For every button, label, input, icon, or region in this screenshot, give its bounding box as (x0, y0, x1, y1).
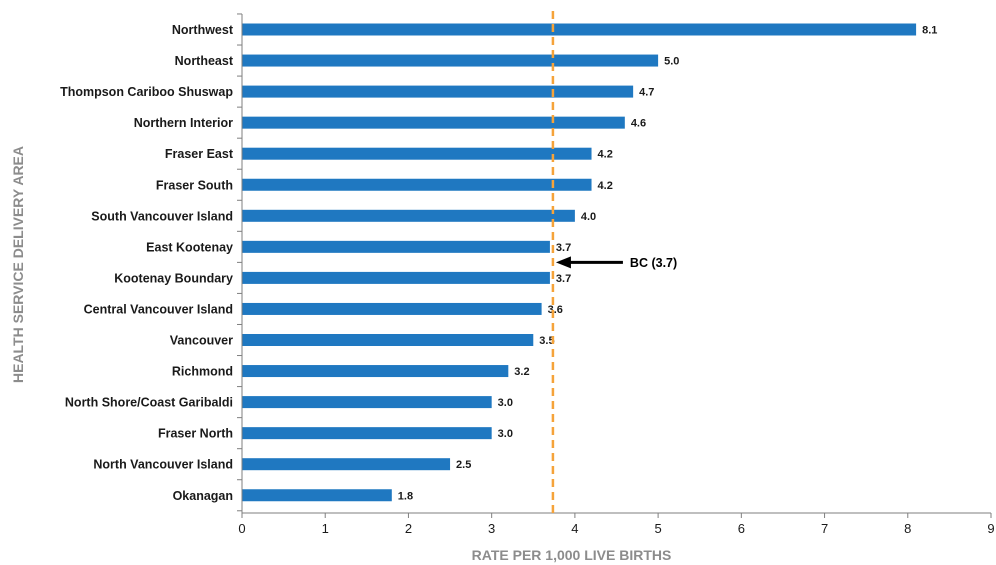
x-tick-label: 2 (405, 521, 412, 536)
value-label: 3.0 (498, 397, 513, 409)
category-labels: Northwest Northeast Thompson Cariboo Shusw… (60, 23, 234, 503)
value-label: 8.1 (922, 25, 937, 37)
category-label: Northern Interior (134, 116, 233, 130)
reference-label: BC (3.7) (630, 256, 677, 270)
value-label: 3.6 (548, 304, 563, 316)
x-tick-label: 1 (322, 521, 329, 536)
bars-group (242, 23, 917, 502)
category-label: Fraser South (156, 178, 233, 192)
bar (242, 458, 451, 471)
bar (242, 209, 575, 222)
value-label: 5.0 (664, 56, 679, 68)
category-label: Fraser East (165, 147, 234, 161)
bar (242, 489, 392, 502)
value-label: 3.0 (498, 428, 513, 440)
value-label: 3.7 (556, 273, 571, 285)
value-label: 4.2 (598, 180, 613, 192)
bar (242, 271, 550, 284)
category-label: Northeast (175, 54, 234, 68)
value-label: 4.2 (598, 149, 613, 161)
bar (242, 334, 534, 346)
category-label: South Vancouver Island (91, 209, 233, 223)
category-label: North Vancouver Island (93, 458, 233, 472)
bar (242, 85, 634, 98)
value-label: 3.5 (539, 335, 554, 347)
x-tick-label: 0 (238, 521, 245, 536)
value-labels: 8.1 5.0 4.7 4.6 4.2 4.2 4.0 3.7 3.7 3.6 3.5 3.2 3.0 3… (398, 25, 938, 503)
category-label: Fraser North (158, 427, 233, 441)
bar (242, 147, 592, 160)
y-axis-title: HEALTH SERVICE DELIVERY AREA (10, 146, 26, 383)
bar (242, 240, 550, 253)
category-label: Okanagan (173, 489, 233, 503)
category-label: Kootenay Boundary (114, 271, 233, 285)
bar (242, 427, 492, 440)
value-label: 2.5 (456, 459, 471, 471)
value-label: 1.8 (398, 490, 413, 502)
x-axis-title: RATE PER 1,000 LIVE BIRTHS (472, 547, 672, 563)
x-tick-label: 9 (987, 521, 994, 536)
bar (242, 23, 917, 36)
value-label: 4.6 (631, 118, 646, 130)
bar (242, 116, 625, 129)
x-tick-label: 7 (821, 521, 828, 536)
category-label: Richmond (172, 365, 233, 379)
category-label: Central Vancouver Island (84, 302, 233, 316)
category-label: North Shore/Coast Garibaldi (65, 396, 233, 410)
bar (242, 54, 659, 67)
bar (242, 178, 592, 191)
bar (242, 396, 492, 409)
reference-arrow-icon (555, 256, 571, 269)
axes-group: 0 1 2 3 4 5 6 7 8 9 (237, 13, 995, 536)
reference-group: BC (3.7) (551, 11, 677, 513)
x-tick-label: 5 (654, 521, 661, 536)
x-tick-label: 6 (738, 521, 745, 536)
category-label: Northwest (172, 23, 234, 37)
value-label: 3.7 (556, 242, 571, 254)
x-tick-label: 8 (904, 521, 911, 536)
category-label: Thompson Cariboo Shuswap (60, 85, 233, 99)
value-label: 3.2 (514, 366, 529, 378)
category-label: Vancouver (170, 334, 233, 348)
x-tick-label: 4 (571, 521, 578, 536)
x-tick-label: 3 (488, 521, 495, 536)
category-label: East Kootenay (146, 240, 233, 254)
bar (242, 365, 509, 378)
value-label: 4.7 (639, 87, 654, 99)
value-label: 4.0 (581, 211, 596, 223)
bar (242, 302, 542, 315)
